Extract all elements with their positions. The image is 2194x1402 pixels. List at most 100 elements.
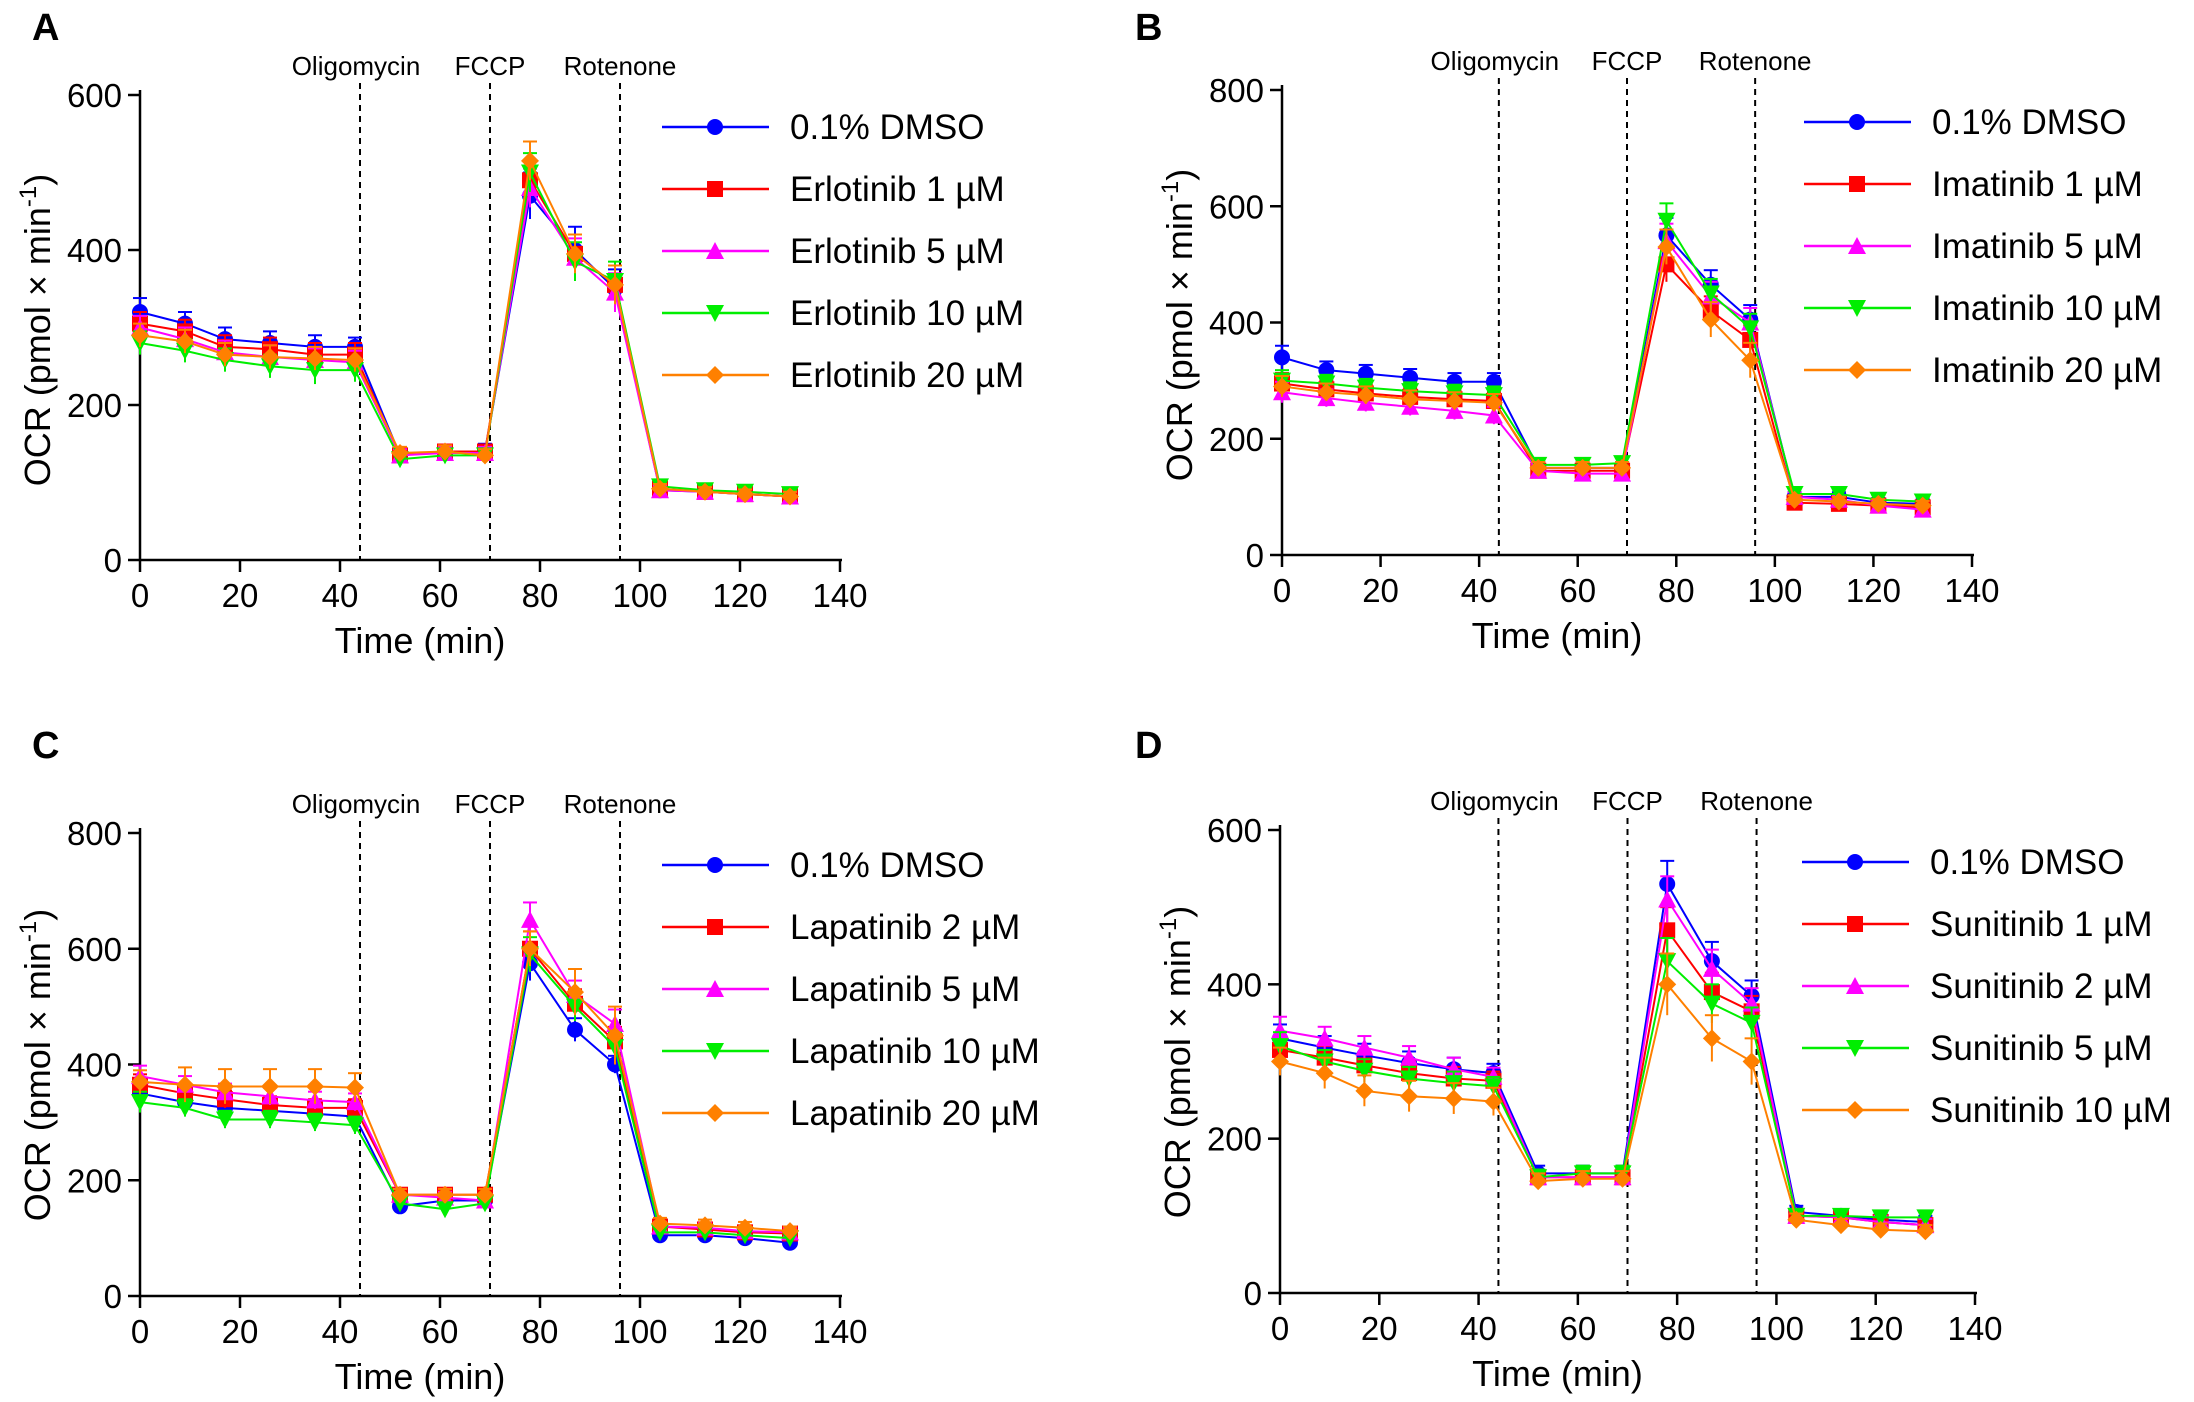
data-point [1613, 1169, 1632, 1188]
series-5 [1273, 228, 1932, 515]
series-line [1279, 881, 1926, 1224]
x-tick-label: 60 [422, 577, 459, 614]
series-line [1281, 238, 1923, 511]
data-point [1315, 1029, 1334, 1047]
series-line [139, 952, 791, 1240]
data-point [261, 347, 279, 366]
series-line [1279, 896, 1926, 1227]
panel-letter: C [32, 725, 59, 767]
data-point [1916, 1209, 1935, 1227]
data-point [306, 349, 324, 368]
data-point [736, 485, 754, 504]
data-point [1613, 458, 1632, 477]
data-point [131, 1072, 149, 1091]
y-tick-label: 400 [1209, 305, 1264, 342]
data-point [1871, 1209, 1890, 1227]
x-tick-label: 80 [522, 1313, 559, 1350]
legend-marker [706, 1104, 724, 1122]
x-tick-label: 120 [1848, 1310, 1903, 1347]
data-point [176, 1075, 194, 1094]
data-point [1702, 995, 1721, 1013]
x-axis-title: Time (min) [335, 1356, 506, 1397]
injection-label: Rotenone [564, 789, 677, 819]
x-tick-label: 40 [322, 1313, 359, 1350]
series-line [1281, 262, 1923, 509]
data-point [1271, 1021, 1289, 1039]
data-point [1741, 351, 1760, 370]
legend-item: Imatinib 10 µM [1804, 289, 2162, 328]
legend-item: Sunitinib 10 µM [1802, 1091, 2172, 1130]
data-point [651, 1224, 669, 1242]
legend-label: Erlotinib 1 µM [790, 170, 1005, 209]
legend-item: 0.1% DMSO [662, 846, 985, 885]
legend-item: Imatinib 5 µM [1804, 227, 2143, 266]
legend-label: Erlotinib 5 µM [790, 232, 1005, 271]
legend-item: 0.1% DMSO [1802, 843, 2125, 882]
data-point [1355, 1038, 1374, 1056]
data-point [1829, 492, 1848, 511]
x-tick-label: 100 [1749, 1310, 1804, 1347]
injection-label: FCCP [455, 789, 526, 819]
legend-marker [706, 242, 724, 259]
data-point [1400, 1048, 1419, 1066]
x-tick-label: 100 [612, 1313, 667, 1350]
x-tick-label: 140 [1947, 1310, 2002, 1347]
series-2 [1272, 906, 1934, 1234]
x-tick-label: 0 [1273, 572, 1291, 609]
x-tick-label: 60 [422, 1313, 459, 1350]
data-point [1787, 1210, 1806, 1229]
data-point [216, 1077, 234, 1096]
data-point [781, 487, 799, 506]
data-point [1702, 1029, 1721, 1048]
legend-marker [1847, 854, 1863, 870]
data-point [1741, 320, 1760, 338]
data-point [306, 362, 324, 380]
panel-letter: D [1135, 725, 1162, 767]
data-point [1356, 386, 1375, 405]
injection-label: Rotenone [1699, 46, 1812, 76]
y-tick-label: 600 [67, 931, 122, 968]
y-tick-label: 200 [67, 1162, 122, 1199]
y-tick-label: 0 [104, 542, 122, 579]
legend-marker [1848, 300, 1866, 317]
y-tick-label: 400 [67, 232, 122, 269]
data-point [1573, 1169, 1592, 1188]
legend-label: 0.1% DMSO [1932, 103, 2127, 142]
legend-label: Lapatinib 5 µM [790, 970, 1020, 1009]
legend-item: Imatinib 20 µM [1804, 351, 2162, 390]
data-point [651, 1214, 669, 1233]
series-line [139, 946, 791, 1233]
data-point [1657, 212, 1676, 230]
data-point [1701, 285, 1720, 303]
data-point [176, 332, 194, 351]
legend-label: 0.1% DMSO [790, 108, 985, 147]
legend-marker [707, 181, 723, 197]
injection-label: FCCP [455, 51, 526, 81]
panel-A: A 0 200 400 600 0 20 40 60 80 100 120 140 Time (min) O… [15, 7, 1024, 661]
panel-D: D 0 200 400 600 0 20 40 60 80 100 120 140 Time (min) O… [1135, 725, 2172, 1394]
panel-letter: A [32, 7, 59, 49]
data-point [1742, 1014, 1761, 1032]
data-point [521, 910, 539, 928]
legend-label: Imatinib 10 µM [1932, 289, 2162, 328]
x-tick-label: 140 [812, 1313, 867, 1350]
data-point [261, 1111, 279, 1129]
legend-marker [1849, 114, 1865, 130]
data-point [476, 446, 494, 465]
data-point [216, 345, 234, 364]
data-point [566, 983, 584, 1002]
data-point [696, 1216, 714, 1235]
y-axis-title: OCR (pmol × min-1) [1157, 169, 1200, 481]
data-point [566, 244, 584, 263]
data-point [1315, 1064, 1334, 1083]
legend-item: Lapatinib 10 µM [662, 1032, 1040, 1071]
data-point [651, 479, 669, 498]
legend-item: Erlotinib 5 µM [662, 232, 1005, 271]
series-line [139, 185, 791, 498]
data-point [476, 1195, 494, 1213]
x-tick-label: 120 [1846, 572, 1901, 609]
data-point [1785, 490, 1804, 509]
series-line [1279, 927, 1926, 1227]
x-tick-label: 120 [712, 577, 767, 614]
injection-label: FCCP [1592, 46, 1663, 76]
